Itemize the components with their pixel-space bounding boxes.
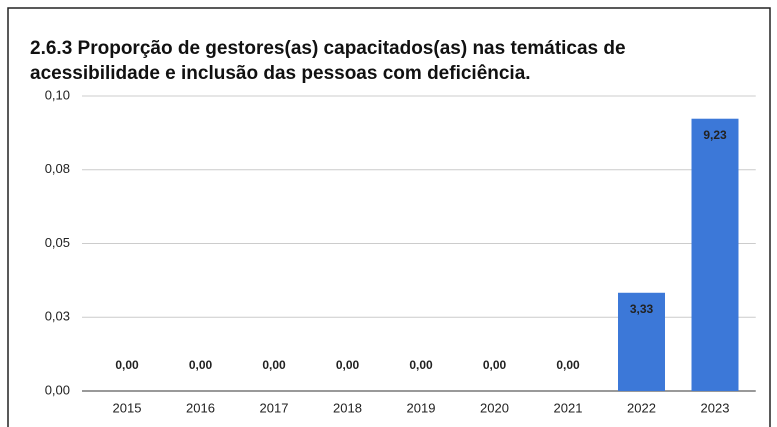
data-label: 0,00	[115, 358, 139, 372]
x-tick-label: 2019	[407, 400, 436, 415]
data-label: 0,00	[556, 358, 580, 372]
x-tick-label: 2020	[480, 400, 509, 415]
y-tick-label: 0,03	[45, 309, 70, 324]
x-tick-label: 2015	[113, 400, 142, 415]
chart-title: 2.6.3 Proporção de gestores(as) capacita…	[30, 38, 626, 59]
bar	[691, 118, 739, 391]
data-label: 0,00	[483, 358, 507, 372]
data-label: 9,23	[703, 128, 727, 142]
y-tick-label: 0,00	[45, 382, 70, 397]
data-label: 0,00	[189, 358, 213, 372]
x-tick-label: 2021	[554, 400, 583, 415]
y-tick-label: 0,05	[45, 235, 70, 250]
x-tick-label: 2017	[260, 400, 289, 415]
y-tick-label: 0,08	[45, 161, 70, 176]
data-label: 3,33	[630, 302, 654, 316]
data-label: 0,00	[262, 358, 286, 372]
bar	[618, 292, 665, 391]
x-tick-label: 2022	[627, 400, 656, 415]
chart-title: acessibilidade e inclusão das pessoas co…	[30, 63, 531, 84]
x-tick-label: 2018	[333, 400, 362, 415]
data-label: 0,00	[336, 358, 360, 372]
x-tick-label: 2023	[701, 400, 730, 415]
y-tick-label: 0,10	[45, 87, 70, 102]
x-tick-label: 2016	[186, 400, 215, 415]
data-label: 0,00	[409, 358, 433, 372]
